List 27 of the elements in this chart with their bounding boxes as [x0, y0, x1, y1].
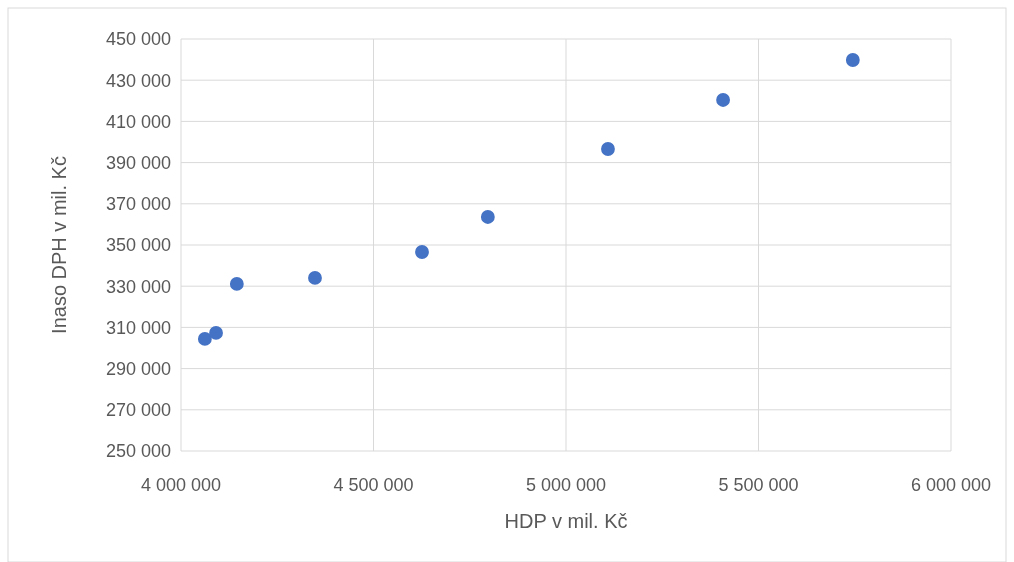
- point: [845, 53, 860, 67]
- x-tick-label: 4 500 000: [333, 475, 414, 495]
- point: [415, 245, 429, 259]
- y-tick-label: 250 000: [105, 441, 171, 462]
- point: [197, 332, 212, 346]
- x-axis-title: HDP v mil. Kč: [504, 510, 628, 532]
- point: [229, 277, 244, 291]
- x-tick-label: 5 500 000: [718, 475, 799, 495]
- y-tick-label: 390 000: [105, 152, 171, 173]
- y-tick-label: 350 000: [105, 235, 171, 256]
- y-tick-label: 370 000: [105, 194, 171, 215]
- point: [209, 326, 223, 340]
- y-tick-label: 290 000: [105, 358, 171, 379]
- y-tick-label: 270 000: [105, 400, 171, 421]
- point: [601, 142, 615, 156]
- x-tick-label: 5 000 000: [525, 475, 607, 495]
- x-tick-label: 4 000 000: [140, 475, 222, 495]
- y-axis-title: Inaso DPH v mil. Kč: [48, 156, 70, 334]
- y-tick-label: 310 000: [105, 317, 171, 338]
- point: [480, 210, 495, 224]
- y-tick-label: 450 000: [105, 29, 171, 50]
- point: [308, 271, 322, 285]
- y-tick-label: 410 000: [105, 111, 171, 132]
- point: [716, 93, 730, 107]
- y-tick-label: 330 000: [105, 276, 171, 297]
- y-tick-label: 430 000: [105, 70, 171, 91]
- x-tick-label: 6 000 000: [910, 475, 992, 495]
